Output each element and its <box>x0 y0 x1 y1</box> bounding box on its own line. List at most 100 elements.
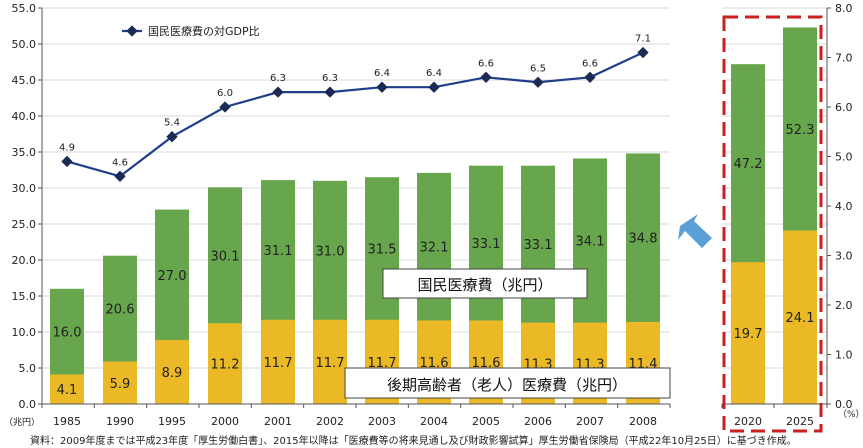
y-tick-left: 40.0 <box>12 110 37 123</box>
gdp-label-1995: 5.4 <box>164 118 180 129</box>
label-elderly-2003: 11.7 <box>368 356 397 371</box>
y-tick-left: 50.0 <box>12 38 37 51</box>
y-tick-right: 2.0 <box>835 299 853 312</box>
y-tick-left: 30.0 <box>12 182 37 195</box>
x-tick-2001: 2001 <box>264 415 292 428</box>
y-tick-left: 45.0 <box>12 74 37 87</box>
x-tick-2020: 2020 <box>734 415 762 428</box>
label-elderly-1985: 4.1 <box>57 383 78 398</box>
x-tick-2004: 2004 <box>420 415 448 428</box>
gdp-marker-2002 <box>324 86 336 98</box>
gdp-marker-2004 <box>428 81 440 93</box>
y-tick-right: 3.0 <box>835 250 853 263</box>
x-tick-2003: 2003 <box>368 415 396 428</box>
gdp-marker-2003 <box>376 81 388 93</box>
bar-elderly-2020 <box>731 262 765 404</box>
total-label-text: 国民医療費（兆円） <box>417 276 552 294</box>
gdp-marker-1985 <box>61 155 73 168</box>
label-total-1990: 20.6 <box>106 303 135 318</box>
label-total-2001: 31.1 <box>264 244 293 259</box>
y-tick-right: 5.0 <box>835 151 853 164</box>
x-tick-2007: 2007 <box>576 415 604 428</box>
gdp-marker-2005 <box>480 71 492 83</box>
total-label-box <box>382 268 588 299</box>
gdp-marker-2006 <box>532 76 544 88</box>
gdp-label-2002: 6.3 <box>322 73 338 84</box>
gdp-line-path <box>66 51 644 178</box>
y-tick-right: 7.0 <box>835 52 853 65</box>
label-elderly-2025: 24.1 <box>786 311 815 326</box>
source-note: 資料：2009年度までは平成23年度「厚生労働白書」、2015年以降は「医療費等… <box>30 436 797 447</box>
gdp-label-2008: 7.1 <box>635 34 651 45</box>
y-unit-left: （兆円） <box>4 417 40 428</box>
label-elderly-2020: 19.7 <box>734 327 763 342</box>
label-total-2006: 33.1 <box>524 238 553 253</box>
label-elderly-2005: 11.6 <box>472 356 501 371</box>
x-tick-2000: 2000 <box>211 415 239 428</box>
label-total-2025: 52.3 <box>786 123 815 138</box>
x-tick-2005: 2005 <box>472 415 500 428</box>
bar-elderly-1990 <box>103 361 137 404</box>
bar-elderly-2000 <box>208 323 242 404</box>
y-tick-right: 4.0 <box>835 200 853 213</box>
y-tick-left: 35.0 <box>12 146 37 159</box>
bar-elderly-2025 <box>783 230 817 404</box>
gdp-marker-2007 <box>584 71 596 83</box>
axes: 1985 1990 1995 2000 2001 2002 2003 2004 2005 2006… <box>4 2 863 428</box>
gdp-label-2007: 6.6 <box>582 58 598 69</box>
label-total-2000: 30.1 <box>211 249 240 264</box>
y-tick-left: 55.0 <box>12 2 37 15</box>
label-total-2008: 34.8 <box>629 232 658 247</box>
gdp-label-2005: 6.6 <box>478 58 494 69</box>
label-total-2020: 47.2 <box>734 157 763 172</box>
bar-elderly-1995 <box>155 339 189 404</box>
bar-elderly-2002 <box>313 319 347 404</box>
legend-marker <box>126 25 138 37</box>
label-total-1995: 27.0 <box>158 269 187 284</box>
y-tick-right: 0.0 <box>835 398 853 411</box>
gdp-label-2003: 6.4 <box>374 68 390 79</box>
y-tick-left: 15.0 <box>12 290 37 303</box>
label-elderly-1990: 5.9 <box>110 377 131 392</box>
label-total-2005: 33.1 <box>472 237 501 252</box>
y-tick-left: 20.0 <box>12 254 37 267</box>
label-total-2004: 32.1 <box>420 241 449 256</box>
x-tick-1985: 1985 <box>53 415 81 428</box>
gdp-label-2006: 6.5 <box>530 63 546 74</box>
label-total-2002: 31.0 <box>316 244 345 259</box>
label-total-1985: 16.0 <box>53 326 82 341</box>
y-tick-left: 5.0 <box>19 362 37 375</box>
y-tick-right: 6.0 <box>835 101 853 114</box>
elderly-label-box <box>344 367 671 399</box>
y-tick-right: 8.0 <box>835 2 853 15</box>
x-tick-2008: 2008 <box>629 415 657 428</box>
gdp-label-2004: 6.4 <box>426 68 442 79</box>
gdp-label-1985: 4.9 <box>59 142 75 153</box>
legend-label: 国民医療費の対GDP比 <box>148 24 260 38</box>
x-tick-1995: 1995 <box>158 415 186 428</box>
projection-arrow-icon <box>678 214 712 248</box>
gdp-marker-2000 <box>219 101 231 113</box>
y-tick-left: 25.0 <box>12 218 37 231</box>
x-tick-2025: 2025 <box>786 415 814 428</box>
label-total-2003: 31.5 <box>368 242 397 257</box>
gdp-marker-2001 <box>272 86 284 98</box>
gdp-marker-2008 <box>637 46 649 59</box>
y-tick-right: 1.0 <box>835 349 853 362</box>
gdp-marker-1995 <box>166 131 178 143</box>
gdp-label-2000: 6.0 <box>217 88 233 99</box>
label-elderly-1995: 8.9 <box>162 366 183 381</box>
label-elderly-2001: 11.7 <box>264 356 293 371</box>
bar-elderly-2001 <box>261 319 295 404</box>
gdp-label-1990: 4.6 <box>112 157 128 168</box>
elderly-label-text: 後期高齢者（老人）医療費（兆円） <box>387 376 627 394</box>
x-tick-2006: 2006 <box>524 415 552 428</box>
gdp-ratio-line <box>61 46 649 182</box>
label-total-2007: 34.1 <box>576 235 605 250</box>
x-tick-2002: 2002 <box>316 415 344 428</box>
label-elderly-2000: 11.2 <box>211 358 240 373</box>
x-tick-1990: 1990 <box>106 415 134 428</box>
y-tick-left: 0.0 <box>19 398 37 411</box>
